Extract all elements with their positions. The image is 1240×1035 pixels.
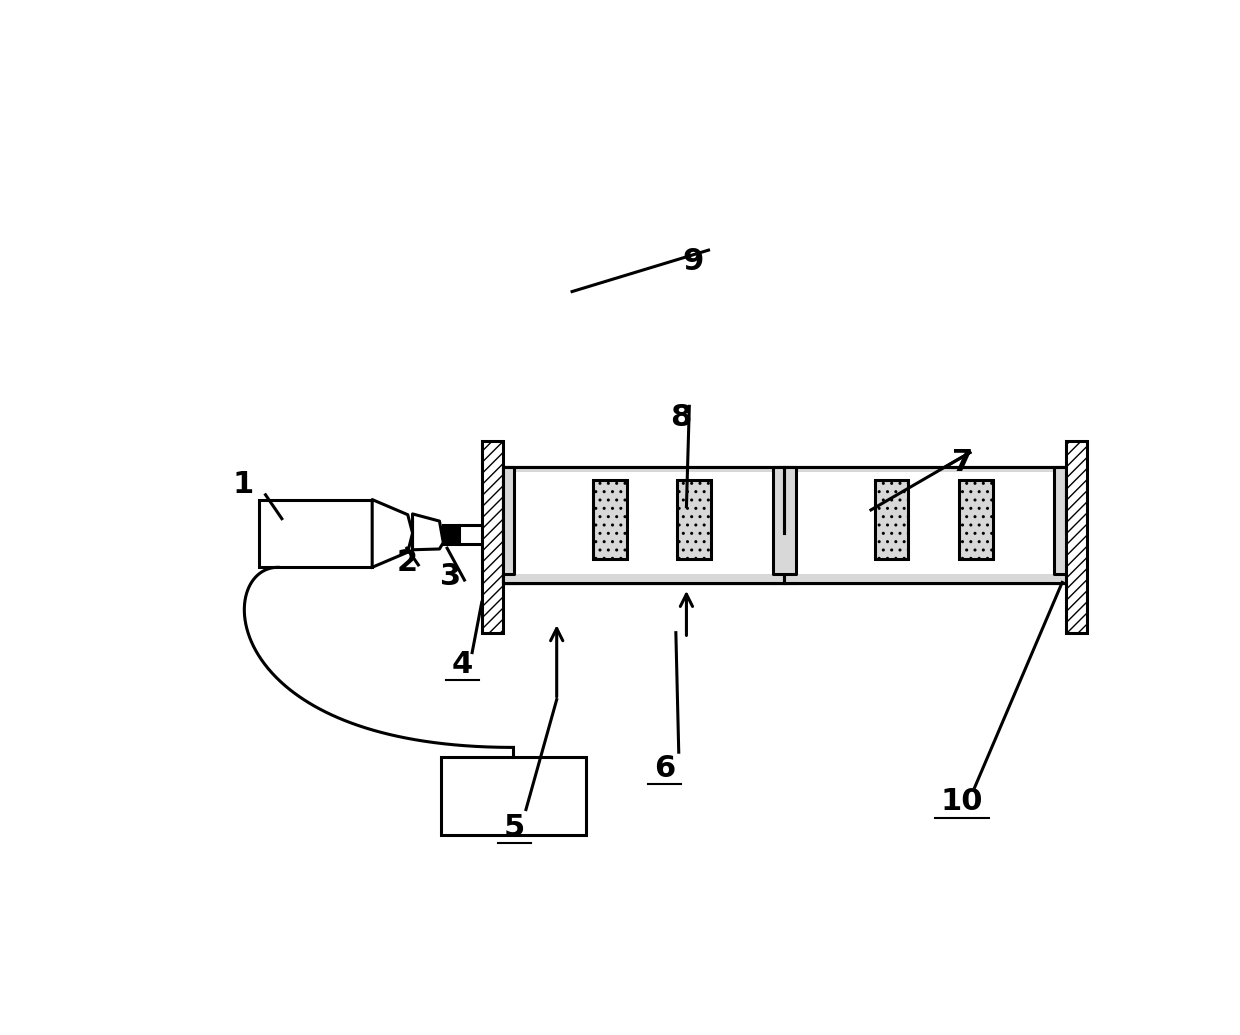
Bar <box>677 480 712 560</box>
Polygon shape <box>413 514 444 550</box>
Bar <box>785 533 796 584</box>
Text: 3: 3 <box>440 562 461 591</box>
Bar <box>503 573 785 584</box>
Bar <box>1066 441 1087 632</box>
Bar <box>785 573 1066 584</box>
Text: 6: 6 <box>653 753 675 782</box>
Polygon shape <box>372 500 413 567</box>
Bar <box>503 467 1066 533</box>
Bar <box>503 467 1066 584</box>
Bar <box>515 533 773 573</box>
Bar <box>959 480 993 560</box>
Bar <box>874 480 909 560</box>
Bar <box>441 757 585 835</box>
Text: 1: 1 <box>233 470 254 499</box>
Bar <box>848 533 890 566</box>
Bar <box>785 573 1066 584</box>
Text: 9: 9 <box>682 246 704 275</box>
Bar <box>593 480 626 560</box>
Bar <box>874 480 909 560</box>
Text: 10: 10 <box>941 787 983 817</box>
Bar <box>503 573 785 584</box>
Bar <box>1054 533 1066 584</box>
Bar <box>503 467 785 584</box>
Bar <box>773 533 785 584</box>
Bar <box>444 525 459 544</box>
Bar <box>503 467 1066 584</box>
Bar <box>259 500 372 567</box>
Bar <box>515 472 773 573</box>
Text: 8: 8 <box>670 403 691 432</box>
Text: 5: 5 <box>503 812 525 841</box>
Bar <box>678 533 722 566</box>
Bar <box>567 533 609 566</box>
Bar <box>481 441 503 632</box>
Text: 2: 2 <box>397 548 418 578</box>
Bar <box>785 467 1066 584</box>
Text: 7: 7 <box>951 448 973 477</box>
Bar <box>796 472 1054 573</box>
Bar <box>593 480 626 560</box>
Bar <box>503 533 515 584</box>
Bar <box>677 480 712 560</box>
Bar <box>961 533 1003 566</box>
Text: 4: 4 <box>451 650 474 679</box>
Bar <box>959 480 993 560</box>
Bar <box>796 533 1054 573</box>
